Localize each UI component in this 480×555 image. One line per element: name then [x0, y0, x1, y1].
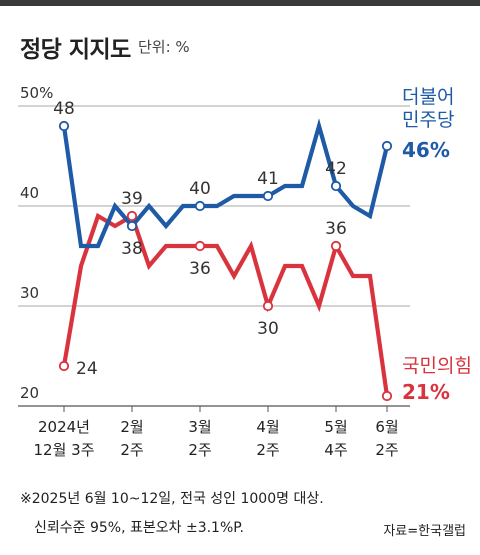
- footnote-line2: 신뢰수준 95%, 표본오차 ±3.1%P.: [34, 520, 244, 536]
- data-label: 41: [257, 169, 279, 189]
- series-end-value: 46%: [402, 138, 450, 162]
- data-label: 42: [325, 159, 347, 179]
- data-point-marker: [58, 360, 70, 372]
- y-tick-label: 40: [20, 184, 39, 202]
- x-tick-label: 2주: [375, 441, 398, 459]
- data-point-marker: [381, 140, 393, 152]
- chart-title: 정당 지지도: [20, 37, 131, 63]
- y-tick-label: 50%: [20, 84, 53, 102]
- top-rule: [0, 0, 480, 6]
- x-tick-label: 2주: [120, 441, 143, 459]
- data-label: 48: [53, 99, 75, 119]
- data-point-marker: [262, 300, 274, 312]
- series-name-label: 더불어: [402, 86, 454, 108]
- data-point-marker: [330, 180, 342, 192]
- data-label: 38: [121, 239, 143, 259]
- data-label: 24: [76, 359, 98, 379]
- data-point-marker: [194, 240, 206, 252]
- data-label: 39: [121, 189, 143, 209]
- x-tick-label: 2주: [256, 441, 279, 459]
- party-support-chart: 50% 40 30 20 2024년 12월 3주 2월 2주 3월 2주 4월 2주 5월 4주 6월 2주…: [18, 84, 472, 459]
- data-point-marker: [194, 200, 206, 212]
- data-point-marker: [330, 240, 342, 252]
- series-line: [61, 118, 390, 249]
- unit-label: 단위: %: [138, 38, 190, 56]
- data-label: 36: [325, 219, 347, 239]
- series-line: [61, 212, 390, 397]
- data-point-marker: [58, 120, 70, 132]
- x-tick-label: 5월: [324, 418, 347, 436]
- x-tick-label: 4주: [324, 441, 347, 459]
- series-name-label: 국민의힘: [402, 355, 472, 377]
- y-tick-label: 30: [20, 284, 39, 302]
- series-end-value: 21%: [402, 380, 450, 404]
- x-tick-label: 2024년: [38, 418, 90, 436]
- y-tick-label: 20: [20, 384, 39, 402]
- data-point-marker: [381, 390, 393, 402]
- data-label: 36: [189, 259, 211, 279]
- data-point-marker: [126, 220, 138, 232]
- series-name-label: 민주당: [402, 109, 454, 131]
- data-point-marker: [126, 210, 138, 222]
- data-label: 40: [189, 179, 211, 199]
- footnote-line1: ※2025년 6월 10~12일, 전국 성인 1000명 대상.: [20, 491, 324, 507]
- data-point-marker: [262, 190, 274, 202]
- x-tick-label: 2주: [188, 441, 211, 459]
- x-tick-label: 2월: [120, 418, 143, 436]
- x-tick-label: 4월: [256, 418, 279, 436]
- x-tick-label: 12월 3주: [34, 441, 95, 459]
- x-tick-label: 6월: [375, 418, 398, 436]
- x-tick-label: 3월: [188, 418, 211, 436]
- data-label: 30: [257, 319, 279, 339]
- source-label: 자료=한국갤럽: [383, 524, 466, 539]
